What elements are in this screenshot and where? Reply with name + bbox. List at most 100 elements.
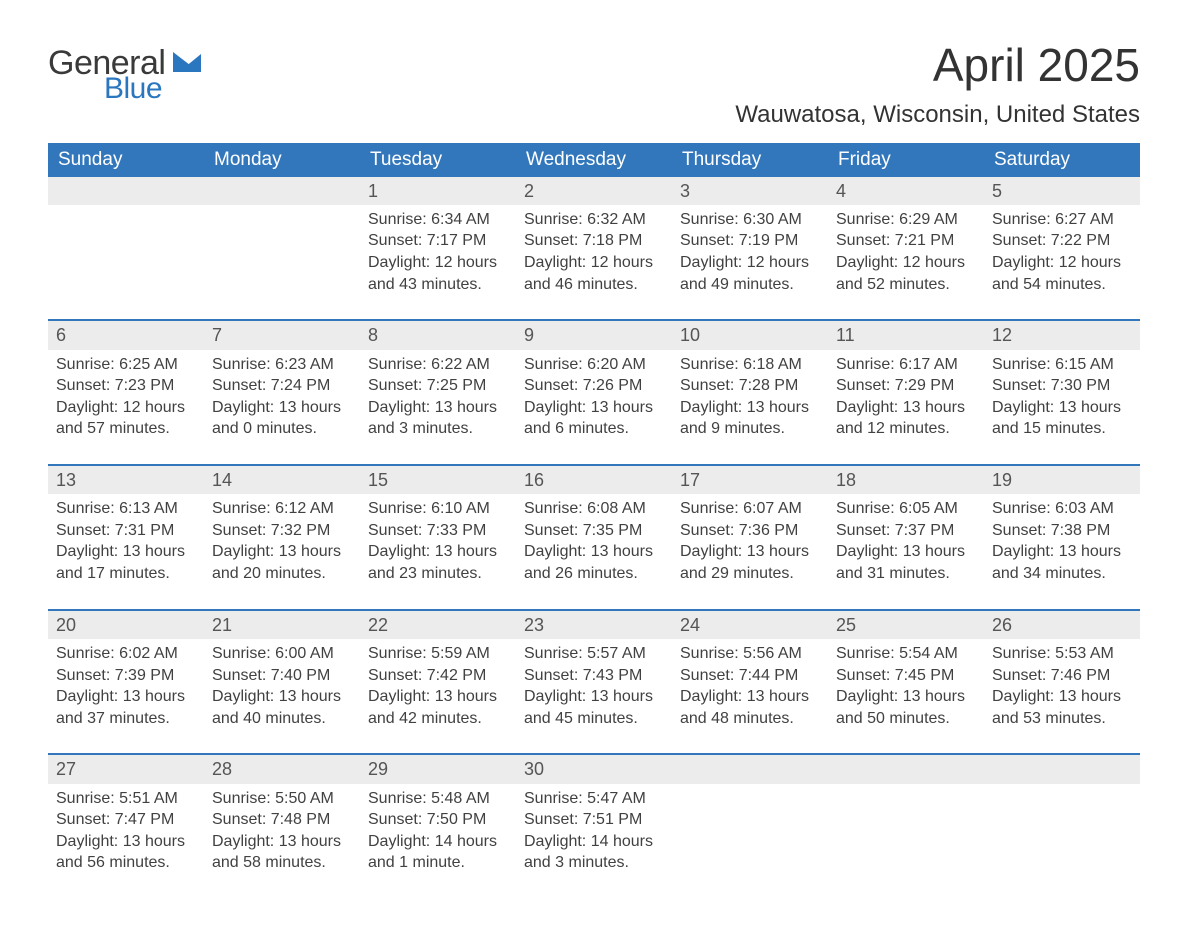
- sunset-line: Sunset: 7:21 PM: [836, 230, 976, 252]
- daylight-line: Daylight: 13 hours and 20 minutes.: [212, 541, 352, 584]
- day-body-row: Sunrise: 6:02 AMSunset: 7:39 PMDaylight:…: [48, 639, 1140, 754]
- sunset-line: Sunset: 7:26 PM: [524, 375, 664, 397]
- sunrise-line: Sunrise: 6:30 AM: [680, 209, 820, 231]
- sunrise-line: Sunrise: 6:20 AM: [524, 354, 664, 376]
- sunrise-line: Sunrise: 6:13 AM: [56, 498, 196, 520]
- day-number-cell: 11: [828, 320, 984, 349]
- location-subtitle: Wauwatosa, Wisconsin, United States: [735, 101, 1140, 129]
- daylight-line: Daylight: 13 hours and 40 minutes.: [212, 686, 352, 729]
- day-body-cell: Sunrise: 5:50 AMSunset: 7:48 PMDaylight:…: [204, 784, 360, 898]
- day-number-cell: 18: [828, 465, 984, 494]
- daylight-line: Daylight: 13 hours and 56 minutes.: [56, 831, 196, 874]
- day-body-cell: Sunrise: 6:22 AMSunset: 7:25 PMDaylight:…: [360, 350, 516, 465]
- daylight-line: Daylight: 13 hours and 58 minutes.: [212, 831, 352, 874]
- sunrise-line: Sunrise: 6:08 AM: [524, 498, 664, 520]
- sunset-line: Sunset: 7:33 PM: [368, 520, 508, 542]
- sunset-line: Sunset: 7:47 PM: [56, 809, 196, 831]
- day-number-cell: 14: [204, 465, 360, 494]
- daylight-line: Daylight: 13 hours and 6 minutes.: [524, 397, 664, 440]
- day-body-cell: Sunrise: 6:05 AMSunset: 7:37 PMDaylight:…: [828, 494, 984, 609]
- day-body-cell: [204, 205, 360, 320]
- brand-word-blue: Blue: [104, 74, 165, 104]
- weekday-header: Tuesday: [360, 143, 516, 177]
- day-body-cell: Sunrise: 5:57 AMSunset: 7:43 PMDaylight:…: [516, 639, 672, 754]
- day-body-cell: Sunrise: 6:07 AMSunset: 7:36 PMDaylight:…: [672, 494, 828, 609]
- day-body-cell: Sunrise: 5:51 AMSunset: 7:47 PMDaylight:…: [48, 784, 204, 898]
- day-number-cell: 6: [48, 320, 204, 349]
- day-number-cell: 15: [360, 465, 516, 494]
- day-body-cell: Sunrise: 6:12 AMSunset: 7:32 PMDaylight:…: [204, 494, 360, 609]
- sunset-line: Sunset: 7:38 PM: [992, 520, 1132, 542]
- header-row: General Blue April 2025 Wauwatosa, Wisco…: [48, 40, 1140, 143]
- daylight-line: Daylight: 13 hours and 9 minutes.: [680, 397, 820, 440]
- day-number-cell: [204, 177, 360, 205]
- sunrise-line: Sunrise: 6:02 AM: [56, 643, 196, 665]
- day-number-cell: 22: [360, 610, 516, 639]
- day-body-cell: Sunrise: 5:53 AMSunset: 7:46 PMDaylight:…: [984, 639, 1140, 754]
- sunrise-line: Sunrise: 5:51 AM: [56, 788, 196, 810]
- daylight-line: Daylight: 13 hours and 17 minutes.: [56, 541, 196, 584]
- weekday-header: Wednesday: [516, 143, 672, 177]
- day-number-cell: 5: [984, 177, 1140, 205]
- sunrise-line: Sunrise: 6:12 AM: [212, 498, 352, 520]
- sunrise-line: Sunrise: 6:29 AM: [836, 209, 976, 231]
- daylight-line: Daylight: 13 hours and 48 minutes.: [680, 686, 820, 729]
- calendar-table: SundayMondayTuesdayWednesdayThursdayFrid…: [48, 143, 1140, 898]
- flag-icon: [173, 52, 207, 85]
- daylight-line: Daylight: 13 hours and 3 minutes.: [368, 397, 508, 440]
- sunrise-line: Sunrise: 6:00 AM: [212, 643, 352, 665]
- sunset-line: Sunset: 7:25 PM: [368, 375, 508, 397]
- day-body-cell: Sunrise: 6:00 AMSunset: 7:40 PMDaylight:…: [204, 639, 360, 754]
- day-number-cell: 30: [516, 754, 672, 783]
- daylight-line: Daylight: 13 hours and 23 minutes.: [368, 541, 508, 584]
- day-body-row: Sunrise: 6:25 AMSunset: 7:23 PMDaylight:…: [48, 350, 1140, 465]
- sunrise-line: Sunrise: 6:10 AM: [368, 498, 508, 520]
- sunrise-line: Sunrise: 5:56 AM: [680, 643, 820, 665]
- day-number-row: 20212223242526: [48, 610, 1140, 639]
- daylight-line: Daylight: 13 hours and 15 minutes.: [992, 397, 1132, 440]
- day-body-cell: Sunrise: 6:34 AMSunset: 7:17 PMDaylight:…: [360, 205, 516, 320]
- weekday-header: Friday: [828, 143, 984, 177]
- sunset-line: Sunset: 7:50 PM: [368, 809, 508, 831]
- day-number-cell: 17: [672, 465, 828, 494]
- sunrise-line: Sunrise: 6:34 AM: [368, 209, 508, 231]
- sunset-line: Sunset: 7:35 PM: [524, 520, 664, 542]
- sunset-line: Sunset: 7:48 PM: [212, 809, 352, 831]
- sunrise-line: Sunrise: 6:23 AM: [212, 354, 352, 376]
- sunset-line: Sunset: 7:43 PM: [524, 665, 664, 687]
- weekday-header: Monday: [204, 143, 360, 177]
- day-number-row: 13141516171819: [48, 465, 1140, 494]
- weekday-header: Sunday: [48, 143, 204, 177]
- sunset-line: Sunset: 7:28 PM: [680, 375, 820, 397]
- sunrise-line: Sunrise: 5:47 AM: [524, 788, 664, 810]
- daylight-line: Daylight: 12 hours and 52 minutes.: [836, 252, 976, 295]
- daylight-line: Daylight: 12 hours and 54 minutes.: [992, 252, 1132, 295]
- sunset-line: Sunset: 7:36 PM: [680, 520, 820, 542]
- day-number-cell: 27: [48, 754, 204, 783]
- day-body-cell: Sunrise: 6:18 AMSunset: 7:28 PMDaylight:…: [672, 350, 828, 465]
- daylight-line: Daylight: 14 hours and 3 minutes.: [524, 831, 664, 874]
- daylight-line: Daylight: 13 hours and 29 minutes.: [680, 541, 820, 584]
- day-body-cell: Sunrise: 6:23 AMSunset: 7:24 PMDaylight:…: [204, 350, 360, 465]
- day-number-cell: 10: [672, 320, 828, 349]
- day-body-cell: [48, 205, 204, 320]
- sunrise-line: Sunrise: 6:27 AM: [992, 209, 1132, 231]
- day-body-cell: Sunrise: 5:59 AMSunset: 7:42 PMDaylight:…: [360, 639, 516, 754]
- day-body-cell: Sunrise: 6:29 AMSunset: 7:21 PMDaylight:…: [828, 205, 984, 320]
- day-number-cell: 26: [984, 610, 1140, 639]
- day-body-cell: Sunrise: 6:03 AMSunset: 7:38 PMDaylight:…: [984, 494, 1140, 609]
- day-number-cell: 9: [516, 320, 672, 349]
- day-number-cell: 3: [672, 177, 828, 205]
- day-number-cell: 21: [204, 610, 360, 639]
- day-body-cell: Sunrise: 6:02 AMSunset: 7:39 PMDaylight:…: [48, 639, 204, 754]
- sunset-line: Sunset: 7:37 PM: [836, 520, 976, 542]
- sunset-line: Sunset: 7:45 PM: [836, 665, 976, 687]
- title-block: April 2025 Wauwatosa, Wisconsin, United …: [735, 40, 1140, 143]
- day-body-cell: Sunrise: 5:48 AMSunset: 7:50 PMDaylight:…: [360, 784, 516, 898]
- sunset-line: Sunset: 7:18 PM: [524, 230, 664, 252]
- daylight-line: Daylight: 14 hours and 1 minute.: [368, 831, 508, 874]
- sunset-line: Sunset: 7:42 PM: [368, 665, 508, 687]
- sunset-line: Sunset: 7:46 PM: [992, 665, 1132, 687]
- sunset-line: Sunset: 7:17 PM: [368, 230, 508, 252]
- month-title: April 2025: [735, 40, 1140, 91]
